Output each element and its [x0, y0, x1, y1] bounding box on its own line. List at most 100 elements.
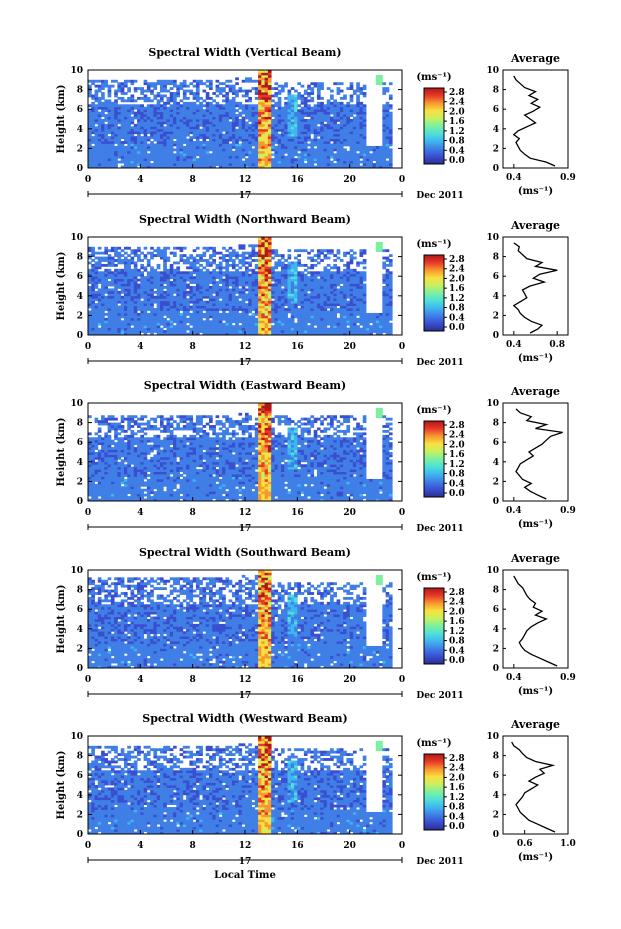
colorbar-tick-label: 2.8: [449, 88, 465, 98]
profile-y-tick-label: 2: [493, 311, 499, 321]
colorbar-tick-label: 2.0: [449, 607, 465, 617]
colorbar-tick-label: 0.4: [449, 146, 465, 156]
colorbar-tick-label: 2.4: [449, 598, 465, 608]
profile-x-tick-label: 0.4: [506, 506, 522, 516]
date-label: Dec 2011: [416, 524, 463, 534]
heatmap-cells: [88, 736, 393, 835]
colorbar-tick-label: 2.4: [449, 764, 465, 774]
y-tick-label: 0: [77, 331, 83, 341]
profile-x-tick-label: 0.4: [506, 340, 522, 350]
y-tick-label: 2: [77, 311, 83, 321]
y-tick-label: 8: [77, 86, 83, 96]
profile-x-tick-label: 0.9: [560, 673, 576, 683]
colorbar-unit: (ms⁻¹): [416, 239, 451, 250]
y-tick-label: 8: [77, 752, 83, 762]
profile-y-tick-label: 6: [493, 771, 499, 781]
profile-y-tick-label: 10: [486, 732, 499, 742]
profile-y-tick-label: 2: [493, 144, 499, 154]
colorbar: [423, 753, 445, 831]
profile-line: [512, 75, 556, 167]
colorbar-tick-label: 0.8: [449, 470, 465, 480]
panel-title: Spectral Width (Westward Beam): [142, 712, 347, 725]
y-tick-label: 8: [77, 586, 83, 596]
profile-x-tick-label: 0.6: [517, 839, 533, 849]
colorbar-unit: (ms⁻¹): [416, 72, 451, 83]
profile-y-tick-label: 4: [493, 292, 499, 302]
colorbar-tick-label: 0.8: [449, 803, 465, 813]
x-tick-label: 0: [85, 175, 91, 185]
day-label: 17: [239, 191, 252, 201]
y-tick-label: 4: [77, 625, 83, 635]
y-tick-label: 2: [77, 644, 83, 654]
profile-frame: [502, 236, 569, 336]
colorbar-tick-label: 2.0: [449, 274, 465, 284]
x-tick-label: 8: [190, 508, 196, 518]
panel-3: Spectral Width (Eastward Beam)0246810Hei…: [56, 379, 576, 534]
profile-y-tick-label: 4: [493, 458, 499, 468]
panel-title: Spectral Width (Southward Beam): [139, 546, 351, 559]
profile-line: [515, 408, 563, 500]
x-tick-label: 8: [190, 175, 196, 185]
colorbar-tick-label: 1.6: [449, 783, 465, 793]
profile-x-tick-label: 0.4: [506, 173, 522, 183]
profile-y-tick-label: 8: [493, 253, 499, 263]
y-tick-label: 8: [77, 253, 83, 263]
profile-y-tick-label: 2: [493, 810, 499, 820]
x-tick-label: 0: [85, 675, 91, 685]
profile-y-tick-label: 8: [493, 586, 499, 596]
colorbar-tick-label: 0.8: [449, 137, 465, 147]
colorbar-tick-label: 1.2: [449, 627, 465, 637]
x-tick-label: 8: [190, 675, 196, 685]
colorbar: [423, 87, 445, 165]
profile-y-tick-label: 4: [493, 791, 499, 801]
colorbar: [423, 254, 445, 332]
x-tick-label: 0: [399, 175, 405, 185]
x-tick-label: 4: [137, 175, 143, 185]
x-tick-label: 20: [343, 675, 356, 685]
colorbar-tick-label: 1.2: [449, 460, 465, 470]
x-tick-label: 0: [399, 342, 405, 352]
x-tick-label: 12: [239, 675, 252, 685]
colorbar-tick-label: 1.6: [449, 450, 465, 460]
colorbar-tick-label: 2.4: [449, 431, 465, 441]
x-tick-label: 16: [291, 841, 304, 851]
colorbar-tick-label: 2.4: [449, 265, 465, 275]
x-tick-label: 8: [190, 342, 196, 352]
profile-x-tick-label: 0.8: [549, 340, 565, 350]
x-tick-label: 0: [399, 675, 405, 685]
profile-title: Average: [510, 219, 560, 232]
x-tick-label: 4: [137, 342, 143, 352]
colorbar-tick-label: 0.8: [449, 304, 465, 314]
heatmap-cells: [88, 403, 393, 502]
colorbar: [423, 420, 445, 498]
colorbar-tick-label: 1.2: [449, 793, 465, 803]
y-tick-label: 0: [77, 664, 83, 674]
x-tick-label: 0: [85, 342, 91, 352]
profile-y-tick-label: 0: [493, 664, 499, 674]
heatmap-cells: [88, 570, 393, 669]
profile-x-tick-label: 0.9: [560, 506, 576, 516]
x-tick-label: 4: [137, 675, 143, 685]
day-label: 17: [239, 358, 252, 368]
colorbar-unit: (ms⁻¹): [416, 738, 451, 749]
profile-y-tick-label: 0: [493, 497, 499, 507]
date-label: Dec 2011: [416, 191, 463, 201]
profile-line: [512, 242, 558, 334]
profile-y-tick-label: 6: [493, 605, 499, 615]
colorbar-tick-label: 0.8: [449, 637, 465, 647]
panel-title: Spectral Width (Vertical Beam): [148, 46, 341, 59]
y-tick-label: 10: [70, 66, 83, 76]
profile-x-label: (ms⁻¹): [518, 353, 553, 364]
profile-y-tick-label: 8: [493, 419, 499, 429]
colorbar-tick-label: 2.4: [449, 98, 465, 108]
x-tick-label: 16: [291, 675, 304, 685]
colorbar-tick-label: 0.0: [449, 489, 465, 499]
y-axis-label: Height (km): [56, 585, 67, 654]
x-tick-label: 4: [137, 841, 143, 851]
x-tick-label: 12: [239, 508, 252, 518]
y-tick-label: 0: [77, 164, 83, 174]
profile-frame: [502, 569, 569, 669]
profile-y-tick-label: 10: [486, 66, 499, 76]
y-tick-label: 4: [77, 125, 83, 135]
colorbar-tick-label: 2.0: [449, 107, 465, 117]
